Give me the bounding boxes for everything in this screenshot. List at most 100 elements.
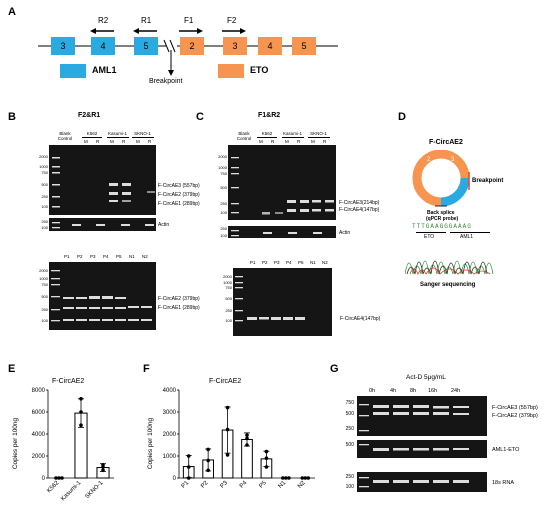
panel-b-lane-skno: SKNO-1 bbox=[134, 131, 151, 136]
chart-e-svg: 0 2000 4000 6000 8000 K562 Kasumi-1 SKNO-1 bbox=[32, 388, 114, 502]
data-point bbox=[60, 476, 64, 480]
panel-c-lane-kasumi: Kasumi-1 bbox=[282, 131, 302, 136]
panel-g-gel-fusion bbox=[357, 440, 487, 458]
y-tick-label: 4000 bbox=[163, 388, 177, 394]
marker-label: 250 bbox=[41, 219, 48, 224]
data-point bbox=[186, 476, 191, 480]
mr-label: M bbox=[311, 139, 315, 144]
data-point bbox=[287, 476, 291, 480]
data-point bbox=[306, 476, 311, 480]
data-point bbox=[186, 465, 191, 469]
marker-label: 500 bbox=[225, 296, 232, 301]
data-point bbox=[79, 410, 83, 414]
time-label: 4h bbox=[390, 388, 397, 394]
chart-f-title: F-CircAE2 bbox=[209, 378, 242, 385]
lower-band-label: F-CircAE2 (379bp) bbox=[158, 296, 200, 302]
panel-c-patient-gel bbox=[233, 268, 332, 336]
band-label: F-CircAE4(147bp) bbox=[339, 207, 380, 213]
patient-label: N1 bbox=[129, 254, 135, 259]
y-tick-label: 3000 bbox=[163, 410, 177, 416]
x-tick-label: K562 bbox=[46, 480, 61, 495]
panel-b-patient-gel bbox=[49, 262, 156, 330]
break-slash-2 bbox=[169, 39, 176, 53]
marker-label: 250 bbox=[345, 474, 354, 480]
data-point bbox=[245, 433, 249, 437]
aml1-legend-swatch bbox=[60, 64, 86, 78]
data-point bbox=[57, 476, 61, 480]
patient-label: P2 bbox=[77, 254, 83, 259]
circ-exon-label: 4 bbox=[451, 188, 455, 194]
mr-label: R bbox=[271, 139, 275, 144]
marker-label: 1000 bbox=[39, 276, 48, 281]
marker-label: 500 bbox=[345, 442, 354, 448]
y-tick-label: 2000 bbox=[163, 432, 177, 438]
marker-label: 2000 bbox=[218, 154, 227, 159]
panel-d-breakpoint-label: Breakpoint bbox=[472, 178, 504, 184]
patient-label: N2 bbox=[322, 260, 328, 265]
marker-label: 500 bbox=[345, 411, 354, 417]
eto-legend-swatch bbox=[218, 64, 244, 78]
f2-arrow bbox=[240, 28, 246, 34]
mr-label: R bbox=[122, 139, 126, 144]
panel-c-title: F1&R2 bbox=[258, 112, 281, 119]
y-tick-label: 0 bbox=[173, 476, 177, 482]
y-tick-label: 6000 bbox=[32, 410, 46, 416]
mr-label: R bbox=[323, 139, 327, 144]
data-point bbox=[264, 456, 269, 460]
sequence-text: TTTGAAGGGAAAG bbox=[412, 223, 472, 230]
marker-label: 2000 bbox=[39, 154, 48, 159]
mr-label: M bbox=[84, 139, 88, 144]
band-circae3-label: F-CircAE3 (557bp) bbox=[158, 183, 200, 189]
chart-e-title: F-CircAE2 bbox=[52, 378, 85, 385]
marker-label: 250 bbox=[220, 226, 227, 231]
lower-band-label: F-CircAE1 (289bp) bbox=[158, 305, 200, 311]
panel-b-lane-k562: K562 bbox=[86, 131, 98, 136]
y-tick-label: 1000 bbox=[163, 454, 177, 460]
x-tick-label: P2 bbox=[200, 480, 210, 490]
marker-label: 2000 bbox=[223, 274, 232, 279]
eto-exon-4: 4 bbox=[258, 37, 282, 55]
time-label: 16h bbox=[428, 388, 438, 394]
patient-label: N1 bbox=[310, 260, 316, 265]
y-tick-label: 0 bbox=[42, 476, 46, 482]
primer-f2-label: F2 bbox=[227, 16, 237, 25]
eto-exon-5: 5 bbox=[292, 37, 316, 55]
panel-g-gel-circ bbox=[357, 396, 487, 436]
panel-b-lane-kasumi: Kasumi-1 bbox=[107, 131, 127, 136]
data-point bbox=[303, 476, 308, 480]
eto-exon-2: 2 bbox=[180, 37, 204, 55]
panel-label-e: E bbox=[8, 363, 16, 375]
panel-b-title: F2&R1 bbox=[78, 112, 101, 119]
g-aml1-eto-label: AML1-ETO bbox=[492, 447, 520, 453]
panel-label-f: F bbox=[143, 363, 150, 375]
circ-exon-label: 5 bbox=[427, 188, 431, 194]
mr-label: R bbox=[96, 139, 100, 144]
data-point bbox=[206, 447, 210, 452]
panel-g-gel-18s bbox=[357, 472, 487, 492]
marker-label: 250 bbox=[225, 308, 232, 313]
aml1-exon-5: 5 bbox=[134, 37, 158, 55]
marker-label: 1000 bbox=[218, 165, 227, 170]
x-tick-label: P3 bbox=[220, 480, 230, 490]
panel-label-g: G bbox=[330, 363, 339, 375]
marker-label: 250 bbox=[41, 307, 48, 312]
marker-label: 100 bbox=[225, 318, 232, 323]
mr-label: M bbox=[136, 139, 140, 144]
panel-c-actin-gel bbox=[228, 226, 336, 238]
marker-label: 100 bbox=[41, 225, 48, 230]
data-point bbox=[206, 458, 210, 463]
panel-label-c: C bbox=[196, 111, 204, 123]
marker-label: 100 bbox=[345, 484, 354, 490]
mr-label: M bbox=[259, 139, 263, 144]
circ-exon-label: 3 bbox=[451, 157, 455, 163]
band-circae1-label: F-CircAE1 (289bp) bbox=[158, 201, 200, 207]
x-tick-label: N2 bbox=[297, 480, 307, 490]
patient-label: P3 bbox=[90, 254, 96, 259]
mr-label: M bbox=[110, 139, 114, 144]
marker-label: 2000 bbox=[39, 268, 48, 273]
data-point bbox=[281, 476, 285, 480]
marker-label: 100 bbox=[41, 204, 48, 209]
break-slash-1 bbox=[163, 39, 170, 53]
aml1-legend-label: AML1 bbox=[92, 65, 117, 75]
actd-label: Act-D 5μg/mL bbox=[406, 374, 446, 381]
